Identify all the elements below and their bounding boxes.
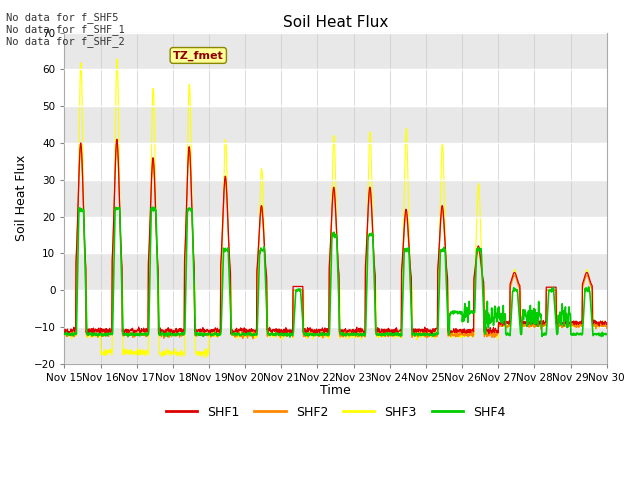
Bar xyxy=(65,253,607,290)
SHF3 xyxy=(312,329,320,335)
SHF1 xyxy=(102,325,110,331)
SHF2 xyxy=(61,331,68,336)
SHF4 xyxy=(303,332,310,338)
Bar xyxy=(65,106,607,143)
Text: No data for f_SHF_2: No data for f_SHF_2 xyxy=(6,36,125,47)
SHF2 xyxy=(312,331,320,337)
Line: SHF1: SHF1 xyxy=(65,139,607,335)
SHF2 xyxy=(249,336,257,342)
SHF4 xyxy=(370,261,378,266)
Title: Soil Heat Flux: Soil Heat Flux xyxy=(283,15,388,30)
SHF4 xyxy=(102,331,110,336)
SHF3 xyxy=(61,328,68,334)
Text: TZ_fmet: TZ_fmet xyxy=(173,50,223,60)
SHF1 xyxy=(303,330,310,336)
Text: No data for f_SHF_1: No data for f_SHF_1 xyxy=(6,24,125,35)
SHF3 xyxy=(603,323,611,328)
SHF2 xyxy=(291,287,299,293)
X-axis label: Time: Time xyxy=(320,384,351,397)
SHF3 xyxy=(303,333,310,339)
Line: SHF3: SHF3 xyxy=(65,59,607,358)
Bar xyxy=(65,180,607,216)
SHF1 xyxy=(169,332,177,337)
Text: No data for f_SHF5: No data for f_SHF5 xyxy=(6,12,119,23)
SHF4 xyxy=(125,333,132,339)
SHF1 xyxy=(370,252,378,258)
SHF4 xyxy=(148,204,156,210)
SHF1 xyxy=(603,320,611,326)
Y-axis label: Soil Heat Flux: Soil Heat Flux xyxy=(15,155,28,241)
SHF1 xyxy=(61,330,68,336)
SHF2 xyxy=(370,255,378,261)
SHF2 xyxy=(102,331,110,336)
SHF2 xyxy=(303,329,310,335)
SHF3 xyxy=(200,355,208,360)
SHF2 xyxy=(113,140,121,146)
Bar xyxy=(65,327,607,364)
SHF4 xyxy=(312,331,320,337)
SHF4 xyxy=(291,297,299,303)
Line: SHF4: SHF4 xyxy=(65,207,607,337)
SHF3 xyxy=(102,350,110,356)
SHF4 xyxy=(286,334,294,340)
SHF1 xyxy=(125,329,132,335)
SHF3 xyxy=(370,258,378,264)
SHF2 xyxy=(125,330,132,336)
Bar xyxy=(65,33,607,69)
Legend: SHF1, SHF2, SHF3, SHF4: SHF1, SHF2, SHF3, SHF4 xyxy=(161,401,510,424)
SHF2 xyxy=(603,325,611,331)
SHF3 xyxy=(125,349,132,355)
SHF3 xyxy=(291,287,299,293)
SHF4 xyxy=(61,331,68,337)
SHF1 xyxy=(312,328,320,334)
SHF3 xyxy=(113,56,121,62)
SHF1 xyxy=(291,284,299,289)
SHF4 xyxy=(603,332,611,337)
SHF1 xyxy=(113,136,121,142)
Line: SHF2: SHF2 xyxy=(65,143,607,339)
